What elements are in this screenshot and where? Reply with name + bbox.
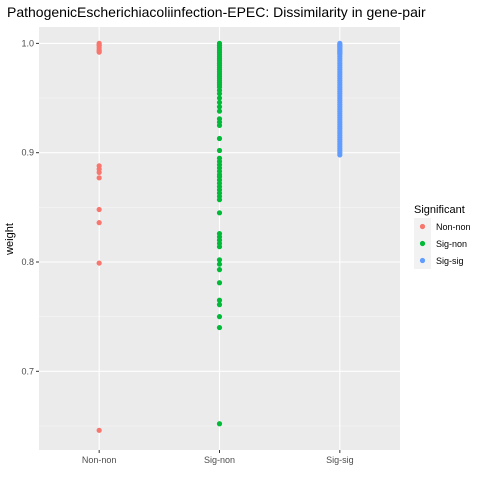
y-axis-ticks: 0.7 0.8 0.9 1.0 — [21, 38, 39, 376]
data-point — [216, 104, 223, 110]
data-point — [96, 220, 102, 226]
y-tick-label: 1.0 — [21, 38, 34, 48]
legend-label: Non-non — [436, 222, 471, 232]
x-axis-ticks: Non-non Sig-non Sig-sig — [82, 450, 354, 465]
data-point — [216, 314, 223, 320]
legend-marker — [419, 223, 426, 230]
data-point — [96, 175, 102, 181]
data-point — [216, 197, 223, 203]
data-point — [216, 297, 223, 303]
data-point — [216, 324, 223, 331]
x-tick-label: Non-non — [82, 455, 117, 465]
y-axis-title: weight — [4, 223, 16, 256]
legend-label: Sig-sig — [436, 256, 464, 266]
data-point — [216, 108, 223, 114]
data-point — [216, 244, 223, 250]
data-point — [96, 49, 102, 55]
legend-marker — [419, 240, 426, 247]
chart-title: PathogenicEscherichiacoliinfection-EPEC:… — [7, 4, 426, 20]
data-point — [216, 267, 223, 273]
data-point — [96, 260, 102, 266]
data-point — [216, 280, 223, 286]
data-point — [216, 135, 223, 142]
data-point — [96, 169, 102, 175]
data-point — [96, 427, 102, 433]
data-point — [216, 257, 223, 263]
data-point — [216, 302, 223, 308]
x-tick-label: Sig-sig — [326, 455, 354, 465]
data-point — [216, 421, 223, 427]
y-tick-label: 0.8 — [21, 257, 34, 267]
legend-marker — [419, 257, 426, 264]
data-point — [216, 147, 223, 154]
data-point — [216, 210, 223, 216]
data-point — [216, 91, 223, 97]
data-point — [216, 99, 223, 106]
data-point — [216, 122, 223, 128]
data-point — [216, 261, 223, 267]
x-tick-label: Sig-non — [204, 455, 235, 465]
data-points — [96, 40, 343, 433]
data-point — [96, 206, 102, 213]
y-tick-label: 0.9 — [21, 148, 34, 158]
legend-label: Sig-non — [436, 239, 467, 249]
data-point — [337, 152, 343, 158]
legend: Significant Non-non Sig-non Sig-sig — [414, 204, 471, 269]
legend-title: Significant — [414, 204, 465, 216]
data-point — [216, 95, 223, 101]
y-tick-label: 0.7 — [21, 366, 34, 376]
